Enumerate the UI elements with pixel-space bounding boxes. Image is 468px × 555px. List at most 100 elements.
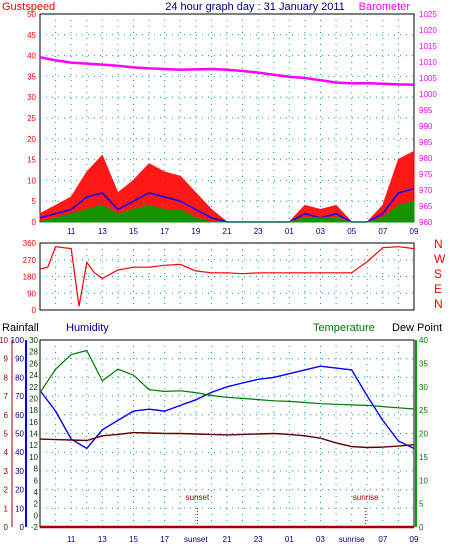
barometer-axis-tick: 990 — [419, 122, 433, 131]
barometer-axis-tick: 985 — [419, 138, 433, 147]
direction-axis-tick: 180 — [23, 273, 37, 282]
temperature-axis-tick: 28 — [29, 348, 38, 357]
gust-axis-tick: 10 — [27, 176, 36, 185]
temperature-axis-tick: 18 — [29, 406, 38, 415]
direction-axis-tick: 360 — [23, 239, 37, 248]
panel3-tick-label: 13 — [98, 535, 107, 544]
temperature-axis-tick: 24 — [29, 371, 38, 380]
barometer-axis-tick: 1025 — [419, 10, 437, 19]
gust-axis-tick: 0 — [32, 218, 37, 227]
panel3-tick-label: 07 — [378, 535, 387, 544]
temperature-axis-tick: 22 — [29, 383, 38, 392]
humidity-axis-tick: 90 — [15, 355, 24, 364]
temperature-axis-tick: 10 — [29, 453, 38, 462]
rainfall-axis-tick: 3 — [4, 467, 9, 476]
panel1-tick-label: 15 — [129, 227, 138, 236]
dewpoint-axis-tick: 0 — [419, 523, 424, 532]
gust-axis-tick: 40 — [27, 52, 36, 61]
barometer-axis-tick: 1010 — [419, 58, 437, 67]
temperature-axis-tick: 8 — [34, 465, 39, 474]
sun-marker-text: sunrise — [353, 493, 379, 502]
panel1-tick-label: 23 — [254, 227, 263, 236]
humidity-axis-tick: 60 — [15, 411, 24, 420]
barometer-axis-tick: 995 — [419, 106, 433, 115]
humidity-axis-tick: 40 — [15, 448, 24, 457]
gust-barometer-panel: Gustspeed 24 hour graph day : 31 January… — [2, 1, 437, 236]
panel3-tick-label: 11 — [67, 535, 76, 544]
temperature-axis-tick: 16 — [29, 418, 38, 427]
direction-letter: S — [434, 267, 442, 281]
temperature-axis-tick: 2 — [34, 500, 39, 509]
humidity-label: Humidity — [66, 322, 109, 334]
panel1-tick-label: 07 — [378, 227, 387, 236]
panel1-tick-label: 19 — [191, 227, 200, 236]
temperature-axis-tick: 6 — [34, 476, 39, 485]
panel1-tick-label: 03 — [316, 227, 325, 236]
panel3-tick-label: 09 — [410, 535, 419, 544]
barometer-axis-tick: 965 — [419, 202, 433, 211]
gust-axis-tick: 25 — [27, 114, 36, 123]
panel3-tick-label: 03 — [316, 535, 325, 544]
panel1-tick-label: 13 — [98, 227, 107, 236]
wind-direction-line — [39, 246, 415, 307]
barometer-axis-tick: 975 — [419, 170, 433, 179]
gust-axis-tick: 15 — [27, 156, 36, 165]
temperature-axis-tick: 12 — [29, 441, 38, 450]
humidity-axis-tick: 50 — [15, 430, 24, 439]
rainfall-axis-tick: 2 — [4, 486, 9, 495]
barometer-axis-tick: 960 — [419, 218, 433, 227]
direction-axis-tick: 0 — [32, 306, 37, 315]
direction-letter: N — [434, 237, 443, 251]
humidity-axis-tick: 80 — [15, 373, 24, 382]
barometer-axis-tick: 1000 — [419, 90, 437, 99]
direction-letter: W — [434, 252, 446, 266]
panel1-tick-label: 17 — [160, 227, 169, 236]
rainfall-axis-tick: 10 — [0, 336, 9, 345]
direction-axis-tick: 270 — [23, 256, 37, 265]
gust-axis-tick: 45 — [27, 31, 36, 40]
temperature-axis-tick: 0 — [34, 511, 39, 520]
graph-title: 24 hour graph day : 31 January 2011 — [165, 1, 345, 13]
humidity-axis-tick: 70 — [15, 392, 24, 401]
humidity-line — [39, 365, 415, 450]
dewpoint-axis-tick: 20 — [419, 430, 428, 439]
temperature-axis-tick: 30 — [29, 336, 38, 345]
direction-letter: E — [434, 282, 442, 296]
gustspeed-label: Gustspeed — [2, 1, 55, 13]
rainfall-axis-tick: 7 — [4, 392, 9, 401]
panel1-tick-label: 09 — [410, 227, 419, 236]
panel3-tick-label: sunrise — [339, 535, 365, 544]
panel3-tick-label: 15 — [129, 535, 138, 544]
direction-letter: N — [434, 297, 443, 311]
panel3-tick-label: 01 — [285, 535, 294, 544]
average-area — [39, 200, 415, 223]
panel3-tick-label: sunset — [184, 535, 208, 544]
gust-axis-tick: 20 — [27, 135, 36, 144]
panel1-tick-label: 11 — [67, 227, 76, 236]
temperature-label: Temperature — [313, 322, 375, 334]
dewpoint-label: Dew Point — [392, 322, 442, 334]
panel1-tick-label: 01 — [285, 227, 294, 236]
barometer-axis-tick: 1015 — [419, 42, 437, 51]
panel3-tick-label: 23 — [254, 535, 263, 544]
barometer-axis-tick: 980 — [419, 154, 433, 163]
rainfall-label: Rainfall — [2, 322, 39, 334]
temperature-axis-tick: -2 — [31, 523, 39, 532]
panel1-tick-label: 21 — [223, 227, 232, 236]
humidity-axis-tick: 20 — [15, 486, 24, 495]
sun-marker-text: sunset — [186, 493, 210, 502]
dewpoint-line — [39, 431, 415, 449]
dewpoint-axis-tick: 10 — [419, 476, 428, 485]
rainfall-axis-tick: 4 — [4, 448, 9, 457]
humidity-axis-tick: 10 — [15, 504, 24, 513]
rainfall-axis-tick: 9 — [4, 355, 9, 364]
gust-axis-tick: 30 — [27, 93, 36, 102]
rainfall-axis-tick: 6 — [4, 411, 9, 420]
gust-axis-tick: 50 — [27, 10, 36, 19]
dewpoint-axis-tick: 15 — [419, 453, 428, 462]
dewpoint-axis-tick: 5 — [419, 500, 424, 509]
dewpoint-axis-tick: 30 — [419, 383, 428, 392]
temperature-axis-tick: 4 — [34, 488, 39, 497]
barometer-axis-tick: 1020 — [419, 26, 437, 35]
humidity-axis-tick: 100 — [11, 336, 25, 345]
